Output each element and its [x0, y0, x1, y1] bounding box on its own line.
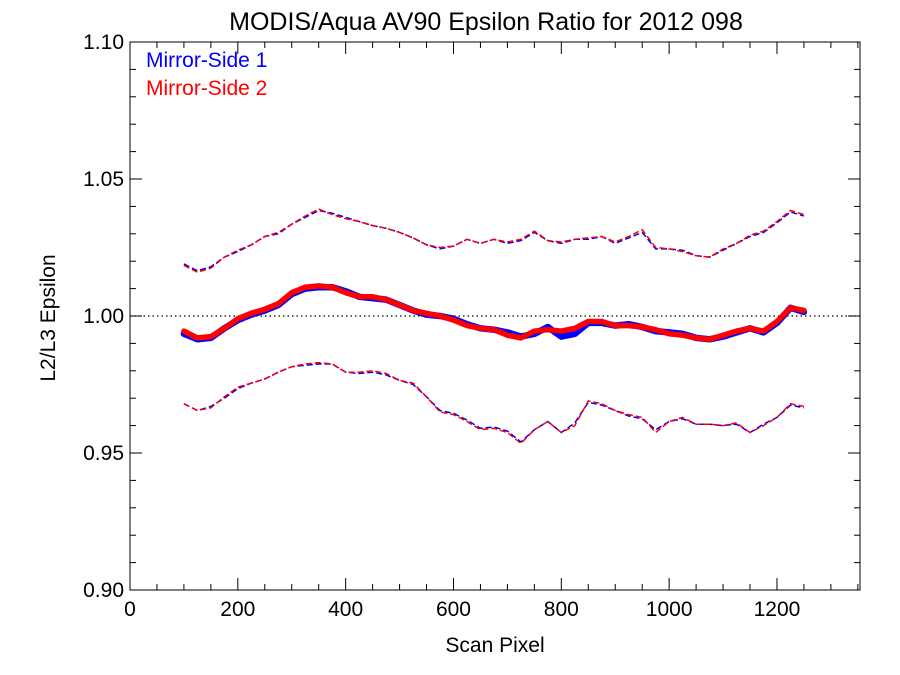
series-lower-mirror-side-1 [183, 363, 805, 443]
x-tick-label: 400 [328, 598, 363, 621]
x-tick-label: 0 [124, 598, 136, 621]
series-mean-mirror-side-2 [181, 283, 807, 343]
x-axis: 0 200 400 600 800 1000 1200 [124, 42, 859, 621]
y-tick-label: 0.95 [83, 442, 124, 465]
y-tick-label: 1.05 [83, 168, 124, 191]
y-tick-label: 1.10 [83, 31, 124, 54]
legend: Mirror-Side 1 Mirror-Side 2 [146, 49, 267, 100]
x-tick-label: 200 [220, 598, 255, 621]
x-tick-label: 1200 [754, 598, 801, 621]
y-axis: 0.90 0.95 1.00 1.05 1.10 [83, 31, 860, 602]
legend-label-mirror-side-2: Mirror-Side 2 [146, 77, 267, 100]
x-tick-label: 600 [436, 598, 471, 621]
y-tick-label: 1.00 [83, 305, 124, 328]
series-lower-mirror-side-2 [183, 361, 805, 445]
x-tick-label: 800 [544, 598, 579, 621]
chart-title: MODIS/Aqua AV90 Epsilon Ratio for 2012 0… [229, 8, 743, 36]
series-upper-mirror-side-2 [183, 208, 805, 274]
x-tick-label: 1000 [646, 598, 693, 621]
x-axis-label: Scan Pixel [445, 634, 544, 657]
plot-marks [130, 208, 860, 445]
legend-label-mirror-side-1: Mirror-Side 1 [146, 49, 267, 72]
y-axis-label: L2/L3 Epsilon [37, 254, 60, 381]
series-upper-mirror-side-1 [183, 209, 805, 272]
y-tick-label: 0.90 [83, 579, 124, 602]
